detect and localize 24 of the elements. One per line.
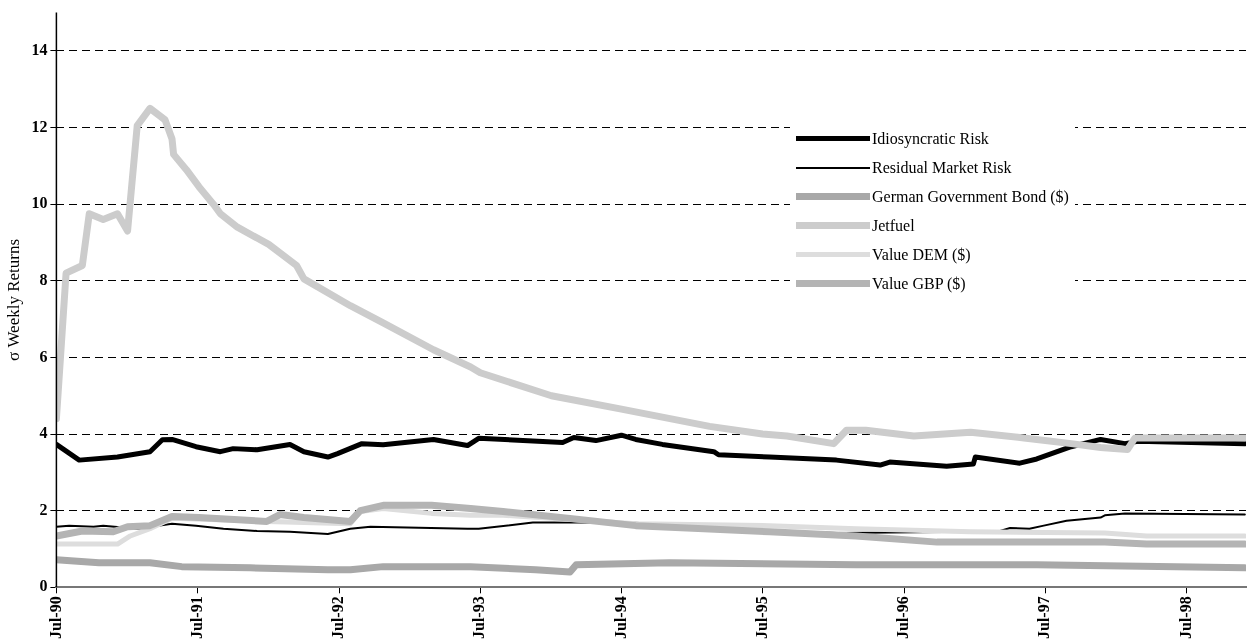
y-tick-label: 6 bbox=[39, 347, 48, 365]
legend-label: Value GBP ($) bbox=[872, 274, 966, 293]
y-tick-label: 0 bbox=[39, 577, 48, 595]
x-tick-label: Jul-90 bbox=[46, 596, 64, 639]
x-tick-label: Jul-94 bbox=[611, 596, 629, 639]
legend-label: Value DEM ($) bbox=[872, 245, 971, 264]
x-tick-label: Jul-93 bbox=[470, 596, 488, 639]
y-axis-title: σ Weekly Returns bbox=[3, 238, 23, 361]
y-tick-label: 12 bbox=[31, 117, 48, 135]
x-tick-label: Jul-96 bbox=[894, 596, 912, 639]
legend-label: Residual Market Risk bbox=[872, 158, 1012, 177]
y-tick-label: 10 bbox=[31, 194, 48, 212]
x-tick-label: Jul-98 bbox=[1176, 596, 1194, 639]
x-tick-label: Jul-97 bbox=[1035, 596, 1053, 639]
legend-label: Jetfuel bbox=[872, 216, 915, 235]
y-tick-label: 2 bbox=[39, 500, 48, 518]
y-tick-label: 4 bbox=[39, 424, 48, 442]
x-tick-label: Jul-92 bbox=[329, 596, 347, 639]
legend-label: Idiosyncratic Risk bbox=[872, 129, 989, 148]
legend-label: German Government Bond ($) bbox=[872, 187, 1069, 206]
y-tick-label: 8 bbox=[39, 270, 48, 288]
x-tick-label: Jul-95 bbox=[752, 596, 770, 639]
y-tick-label: 14 bbox=[31, 41, 48, 59]
x-tick-label: Jul-91 bbox=[187, 596, 205, 639]
